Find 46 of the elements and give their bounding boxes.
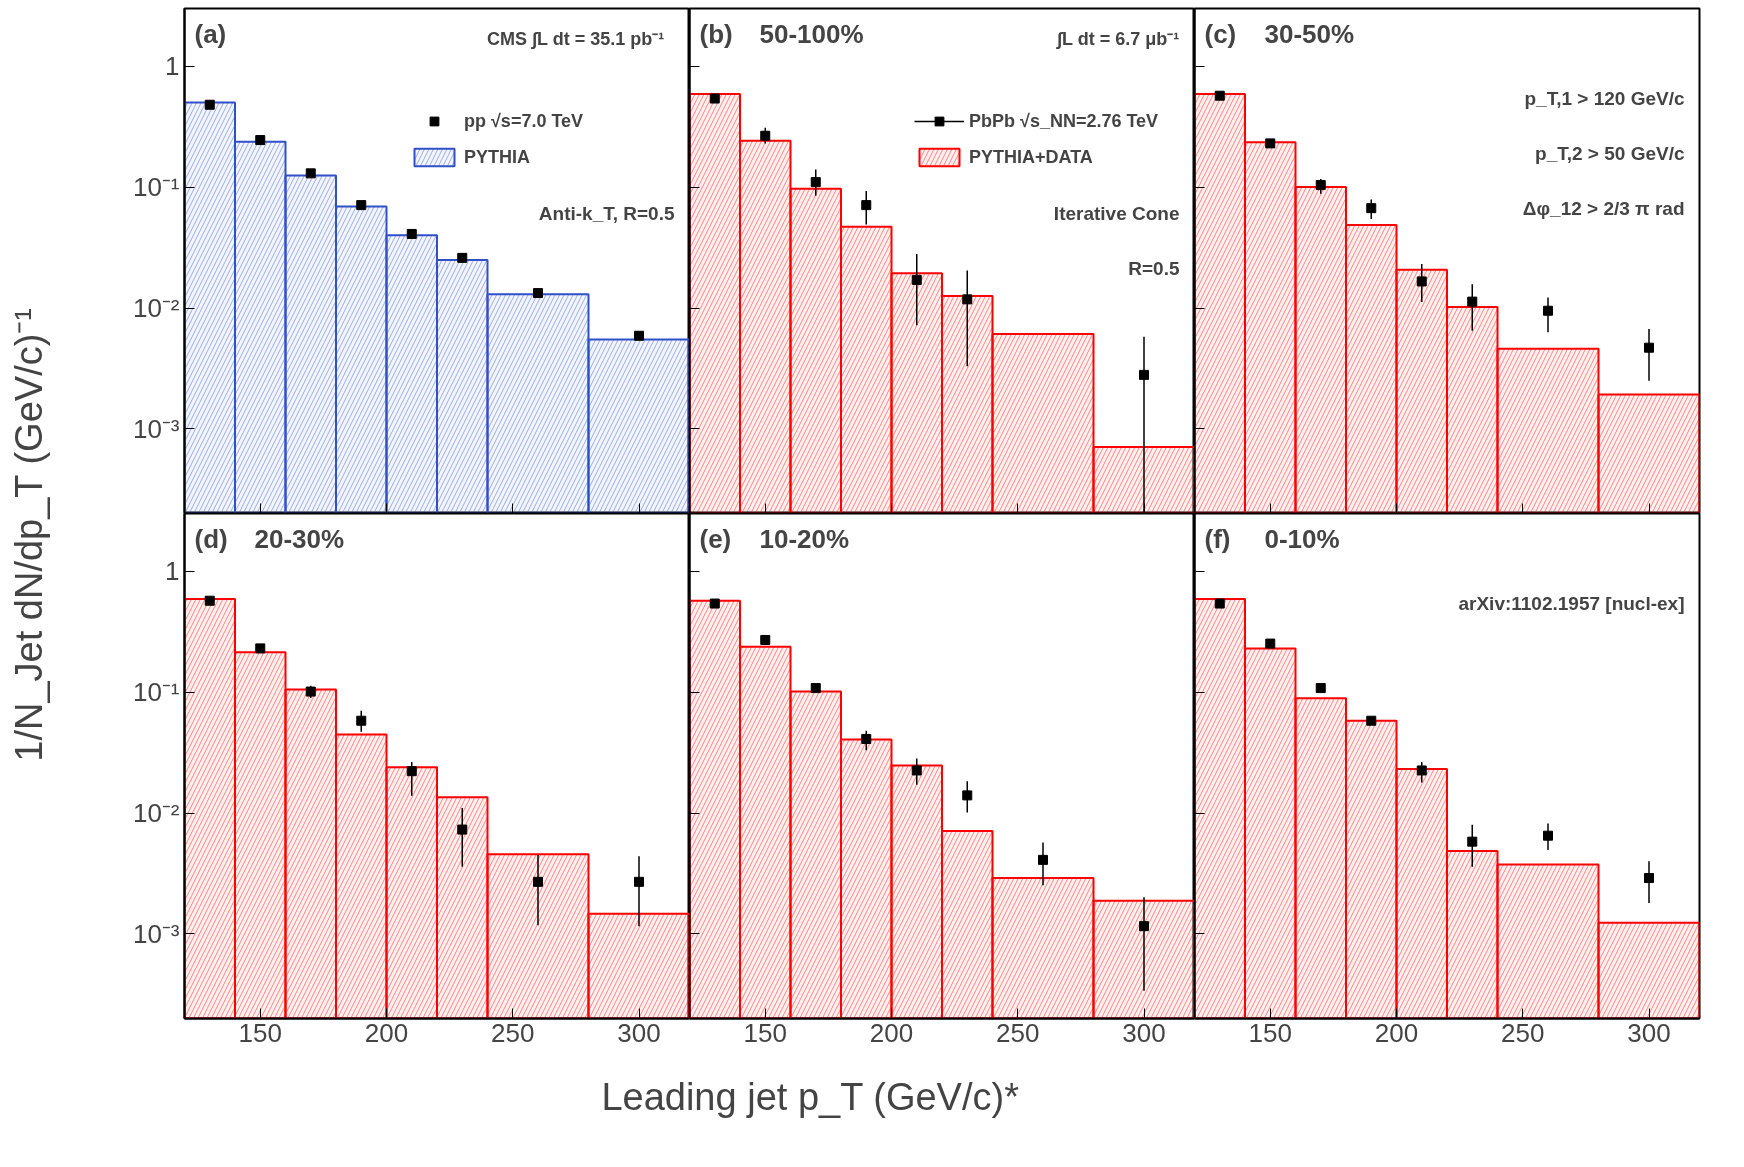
y-tick-label: 10⁻¹	[132, 172, 180, 203]
y-tick-label: 10⁻¹	[132, 677, 180, 708]
x-tick-label: 250	[491, 1017, 535, 1048]
chart-subtitle: 50-100%	[759, 18, 864, 49]
legend-label: PYTHIA	[464, 146, 531, 168]
annotation: ∫L dt = 6.7 μb⁻¹	[1056, 28, 1180, 49]
x-tick-label: 300	[617, 1017, 661, 1048]
chart-title: (e)	[699, 523, 732, 554]
x-tick-label: 300	[1122, 1017, 1166, 1048]
y-tick-label: 10⁻³	[132, 918, 180, 949]
x-tick-label: 300	[1627, 1017, 1671, 1048]
chart-subtitle: 20-30%	[254, 523, 345, 554]
legend-label: PbPb √s_NN=2.76 TeV	[969, 110, 1159, 132]
y-tick-label: 1	[165, 51, 180, 82]
annotation: p_T,1 > 120 GeV/c	[1524, 87, 1685, 109]
x-tick-label: 250	[1501, 1017, 1545, 1048]
annotation: R=0.5	[1128, 257, 1180, 279]
x-axis-title: Leading jet p_T (GeV/c)*	[601, 1075, 1020, 1118]
annotation: Iterative Cone	[1053, 202, 1180, 224]
chart-title: (d)	[194, 523, 228, 554]
chart-title: (f)	[1204, 523, 1231, 554]
chart-subtitle: 30-50%	[1264, 18, 1355, 49]
annotation: Δφ_12 > 2/3 π rad	[1522, 197, 1685, 219]
x-tick-label: 250	[996, 1017, 1040, 1048]
annotation: CMS ∫L dt = 35.1 pb⁻¹	[487, 28, 665, 49]
y-axis-title: 1/N_Jet dN/dp_T (GeV/c)⁻¹	[7, 307, 50, 762]
chart-subtitle: 0-10%	[1264, 523, 1340, 554]
annotation: arXiv:1102.1957 [nucl-ex]	[1458, 592, 1685, 614]
x-tick-label: 150	[1248, 1017, 1292, 1048]
y-tick-label: 1	[165, 556, 180, 587]
chart-title: (a)	[194, 18, 227, 49]
y-tick-label: 10⁻²	[132, 293, 180, 324]
chart-title: (b)	[699, 18, 733, 49]
y-tick-label: 10⁻²	[132, 798, 180, 829]
x-tick-label: 150	[238, 1017, 282, 1048]
annotation: Anti-k_T, R=0.5	[538, 202, 675, 224]
chart-subtitle: 10-20%	[759, 523, 850, 554]
legend-label: pp √s=7.0 TeV	[464, 110, 584, 132]
annotation: p_T,2 > 50 GeV/c	[1535, 142, 1685, 164]
x-tick-label: 200	[869, 1017, 914, 1048]
y-tick-label: 10⁻³	[132, 413, 180, 444]
x-tick-label: 200	[1374, 1017, 1419, 1048]
x-tick-label: 200	[364, 1017, 409, 1048]
chart-title: (c)	[1204, 18, 1237, 49]
x-tick-label: 150	[743, 1017, 787, 1048]
legend-label: PYTHIA+DATA	[969, 146, 1093, 168]
